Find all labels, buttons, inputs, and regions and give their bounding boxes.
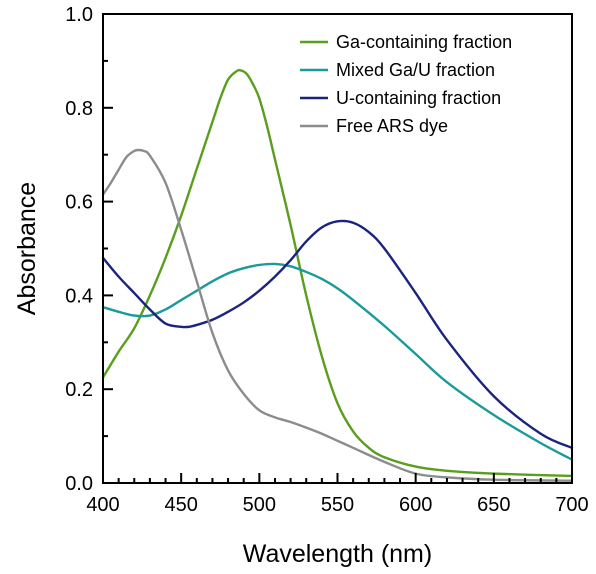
y-axis-title: Absorbance xyxy=(13,182,41,315)
y-tick-label: 1.0 xyxy=(65,4,93,26)
x-tick-label: 700 xyxy=(555,494,588,516)
legend-label: U-containing fraction xyxy=(336,88,501,108)
series-line-1 xyxy=(101,68,574,478)
x-axis-title: Wavelength (nm) xyxy=(243,540,432,568)
series-line-4 xyxy=(101,148,574,482)
legend: Ga-containing fraction Mixed Ga/U fractio… xyxy=(300,32,512,136)
legend-label: Ga-containing fraction xyxy=(336,32,512,52)
x-tick-label: 600 xyxy=(399,494,432,516)
y-tick-label: 0.8 xyxy=(65,98,93,120)
x-tick-label: 500 xyxy=(243,494,276,516)
x-tick-label: 400 xyxy=(86,494,119,516)
series-lines xyxy=(101,68,574,482)
series-line-2 xyxy=(101,262,574,461)
y-tick-label: 0.2 xyxy=(65,379,93,401)
axes: 400 450 500 550 600 650 700 0.0 0.2 0.4 0.6 0.8 1.0 xyxy=(65,4,589,516)
x-tick-label: 550 xyxy=(321,494,354,516)
plot-frame xyxy=(102,13,573,484)
legend-label: Free ARS dye xyxy=(336,116,448,136)
legend-label: Mixed Ga/U fraction xyxy=(336,60,495,80)
series-line-3 xyxy=(101,219,574,450)
x-tick-label: 450 xyxy=(164,494,197,516)
y-tick-label: 0.4 xyxy=(65,285,93,307)
y-tick-label: 0.0 xyxy=(65,473,93,495)
y-tick-label: 0.6 xyxy=(65,192,93,214)
x-tick-label: 650 xyxy=(477,494,510,516)
